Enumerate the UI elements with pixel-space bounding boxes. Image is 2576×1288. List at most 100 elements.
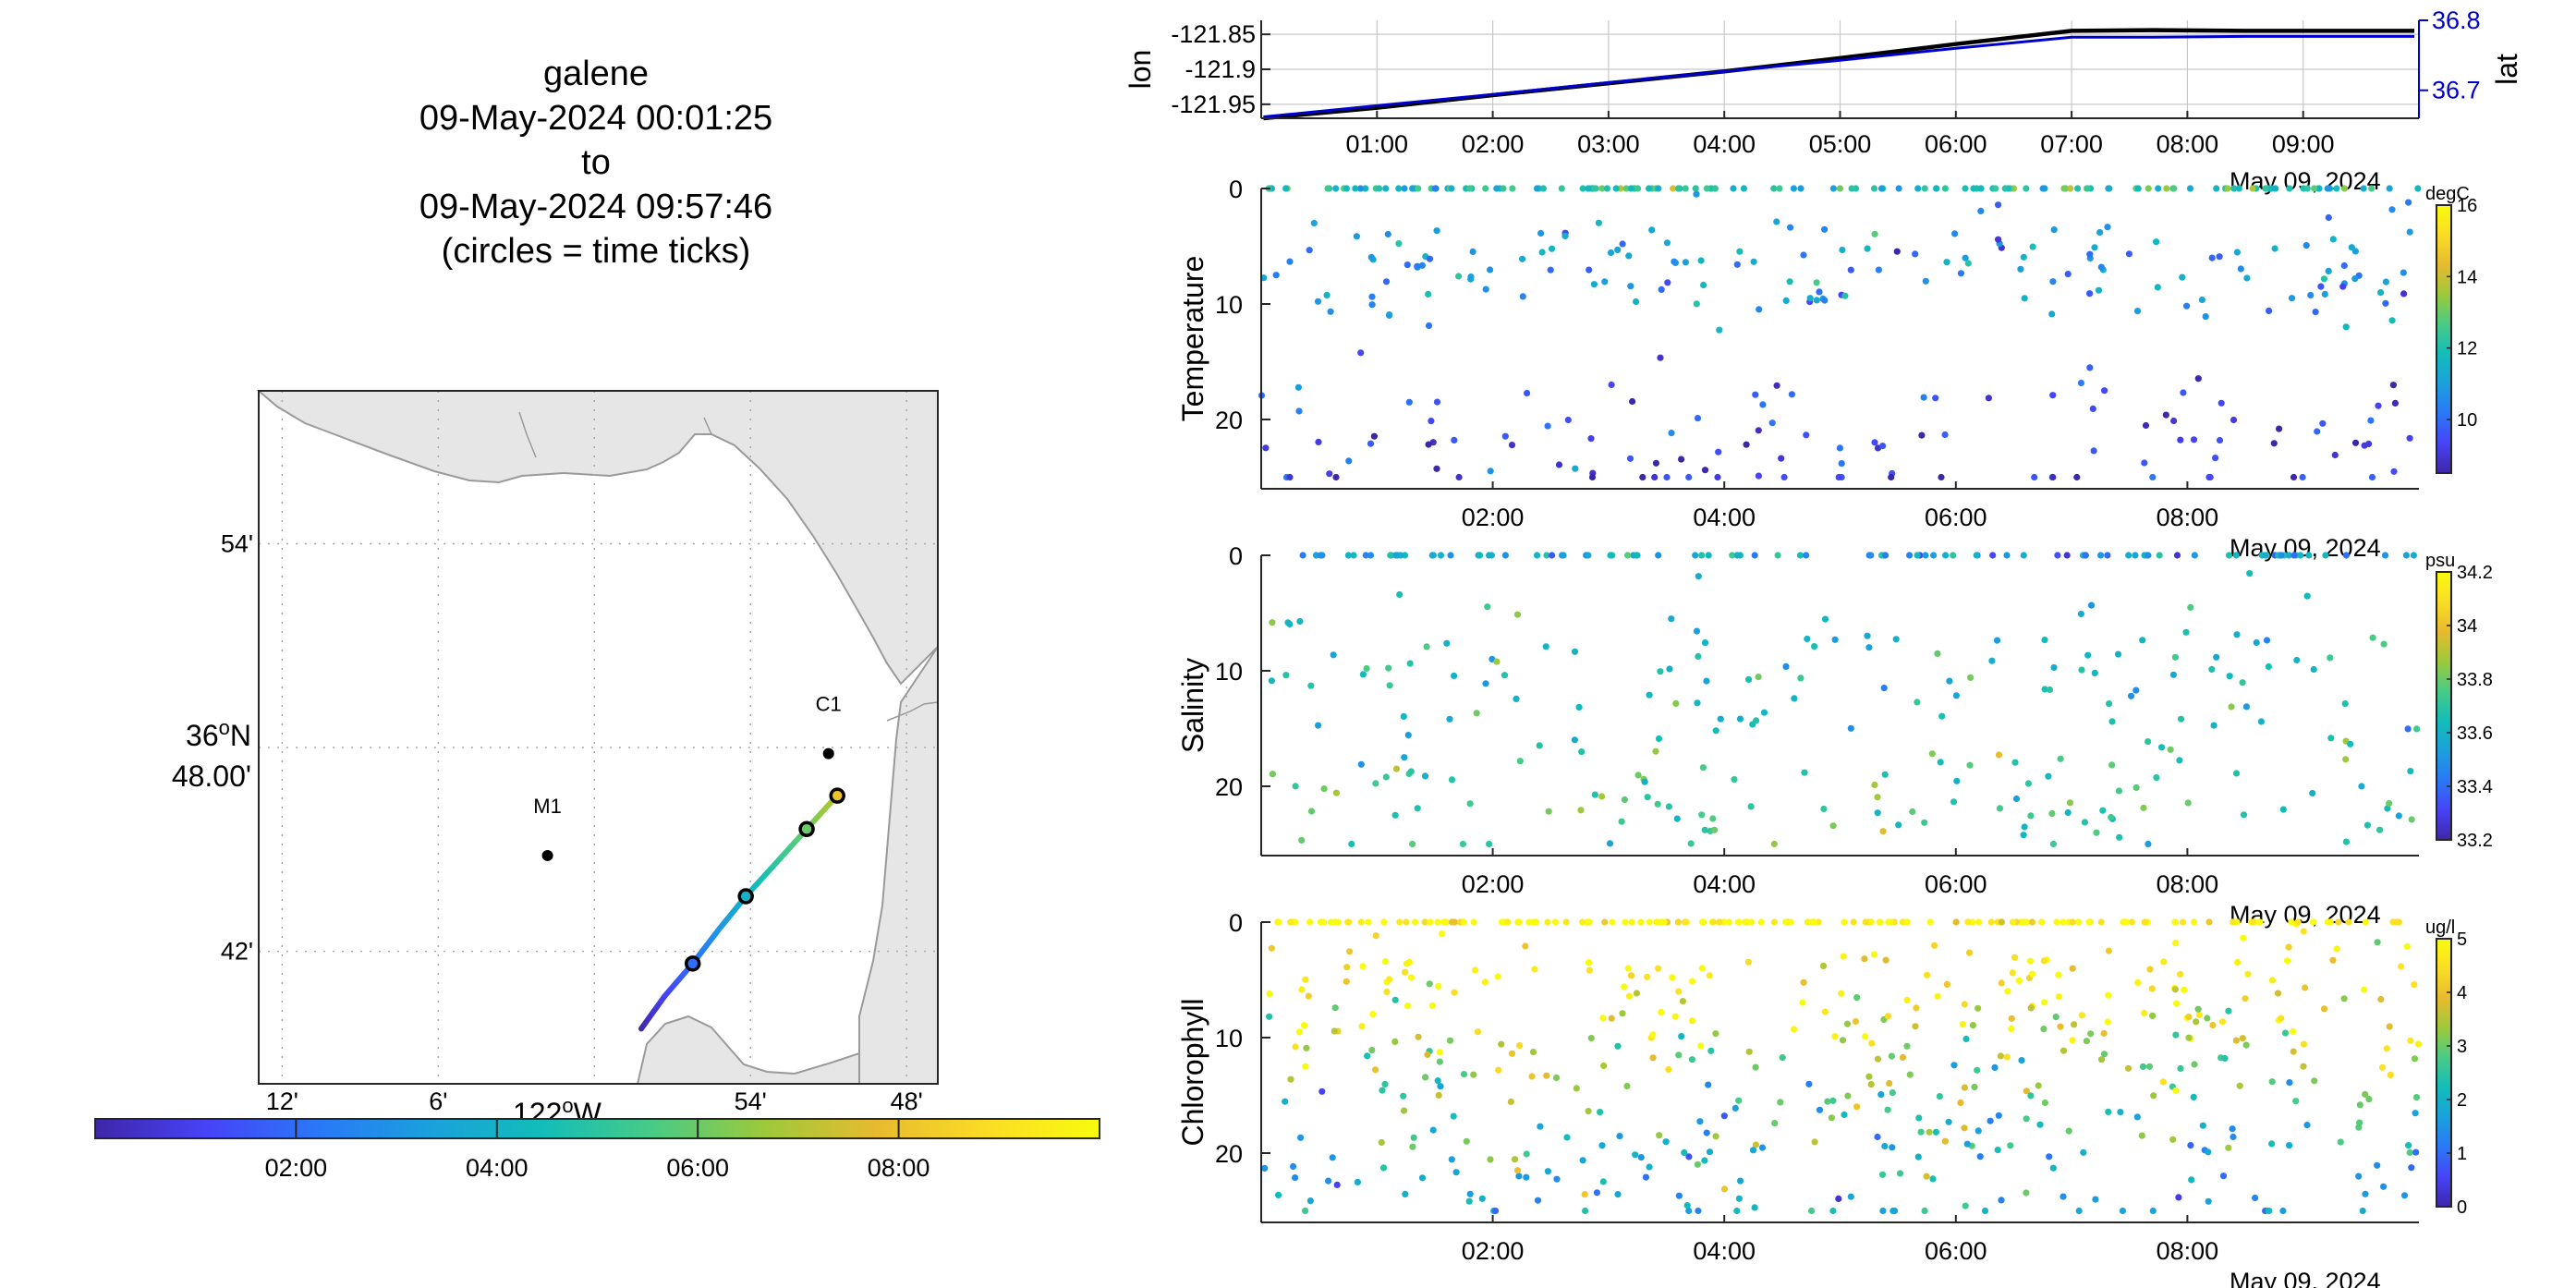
scatter-point — [1571, 648, 1579, 655]
scatter-point — [1899, 1053, 1907, 1061]
scatter-point — [1425, 322, 1433, 330]
scatter-point — [2125, 552, 2132, 559]
scatter-point — [1465, 1197, 1473, 1205]
scatter-colorbar — [2436, 204, 2452, 474]
scatter-point — [1365, 918, 1372, 926]
scatter-point — [1757, 918, 1765, 926]
scatter-point — [1922, 552, 1929, 559]
scatter-point — [2315, 185, 2323, 192]
scatter-point — [1805, 1080, 1813, 1088]
scatter-colorbar-tick-label: 33.8 — [2457, 670, 2493, 690]
scatter-point — [2244, 970, 2252, 978]
scatter-point — [2050, 226, 2058, 234]
scatter-point — [1998, 979, 2005, 987]
scatter-point — [1372, 932, 1379, 940]
scatter-point — [2327, 735, 2335, 742]
scatter-point — [1607, 249, 1615, 257]
scatter-point — [1275, 1191, 1282, 1198]
scatter-point — [2134, 978, 2142, 986]
scatter-point — [1317, 918, 1325, 926]
scatter-point — [1343, 185, 1350, 192]
map-land-north — [256, 390, 939, 686]
scatter-point — [2026, 957, 2034, 965]
scatter-point — [1695, 573, 1702, 580]
scatter-point — [2405, 1142, 2412, 1149]
scatter-point — [2219, 1173, 2228, 1180]
scatter-colorbar-units: psu — [2425, 551, 2455, 571]
scatter-point — [1369, 1011, 1377, 1018]
scatter-point — [2278, 552, 2285, 559]
scatter-point — [2122, 918, 2130, 926]
scatter-point — [1997, 1052, 2004, 1060]
scatter-point — [1681, 1148, 1688, 1157]
scatter-point — [1678, 1033, 1685, 1040]
scatter-point — [1697, 1042, 1705, 1050]
scatter-point — [1732, 1104, 1739, 1112]
scatter-point — [1421, 772, 1429, 780]
scatter-point — [1685, 1153, 1693, 1160]
scatter-point — [2262, 185, 2269, 192]
scatter-point — [2128, 918, 2135, 926]
lat-series-line — [1263, 34, 2414, 118]
scatter-point — [1422, 1074, 1429, 1081]
scatter-point — [1579, 1157, 1586, 1164]
scatter-point — [2018, 1057, 2025, 1064]
scatter-point — [2029, 243, 2036, 250]
scatter-point — [1426, 980, 1433, 988]
scatter-point — [1584, 918, 1591, 926]
scatter-point — [2233, 249, 2241, 256]
map-time-circles — [684, 787, 845, 972]
map-lat-tick: 36oN — [186, 716, 251, 752]
scatter-point — [1877, 1091, 1885, 1099]
scatter-point — [1268, 677, 1275, 685]
scatter-point — [1642, 1173, 1649, 1181]
scatter-point — [1439, 930, 1446, 938]
scatter-point — [1401, 185, 1408, 192]
scatter-point — [2009, 918, 2016, 926]
scatter-point — [2286, 1142, 2293, 1149]
lonlat-panel: 01:00 02:00 03:00 04:00 05:00 06:00 07:00 08:00… — [1124, 6, 2523, 195]
scatter-point — [1981, 1207, 1989, 1215]
scatter-point — [2185, 1013, 2193, 1021]
scatter-point — [1994, 1147, 2001, 1154]
scatter-point — [1302, 1063, 1309, 1070]
scatter-point — [2139, 1063, 2147, 1070]
scatter-point — [1637, 918, 1645, 926]
scatter-point — [2300, 1063, 2307, 1070]
scatter-point — [1749, 721, 1756, 728]
scatter-point — [2191, 918, 2198, 926]
scatter-point — [2104, 224, 2111, 231]
lonlat-x-tick-label: 04:00 — [1693, 130, 1756, 158]
scatter-point — [1469, 248, 1476, 255]
scatter-point — [1953, 777, 1961, 784]
scatter-point — [1294, 383, 1302, 391]
scatter-point — [1586, 266, 1593, 273]
scatter-point — [1302, 1207, 1309, 1215]
scatter-point — [1387, 552, 1394, 559]
scatter-point — [1409, 840, 1416, 848]
scatter-point — [1853, 994, 1861, 1002]
scatter-point — [1847, 724, 1854, 732]
scatter-point — [1621, 796, 1628, 804]
scatter-point — [1836, 444, 1843, 452]
scatter-colorbar-units: degC — [2425, 184, 2470, 204]
scatter-point — [1411, 918, 1419, 926]
scatter-point — [2374, 939, 2381, 946]
scatter-point — [2226, 673, 2233, 680]
scatter-point — [1476, 552, 1484, 559]
station-label: M1 — [533, 795, 562, 818]
scatter-point — [2011, 954, 2019, 961]
scatter-point — [2083, 1038, 2090, 1045]
scatter-point — [2402, 552, 2410, 559]
scatter-point — [1423, 643, 1430, 650]
scatter-point — [2049, 1164, 2057, 1172]
scatter-point — [1632, 1151, 1639, 1159]
scatter-point — [2249, 185, 2256, 192]
scatter-point — [2286, 185, 2293, 192]
scatter-point — [1409, 1143, 1416, 1150]
title-line-3: to — [581, 143, 611, 182]
scatter-point — [1882, 552, 1889, 559]
scatter-point — [2167, 746, 2174, 753]
scatter-point — [1400, 1107, 1408, 1114]
scatter-point — [1669, 974, 1676, 981]
